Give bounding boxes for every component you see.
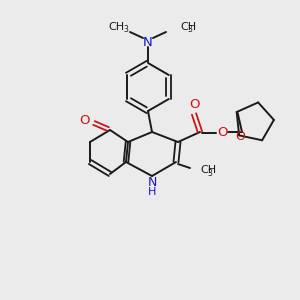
- Text: O: O: [218, 125, 228, 139]
- Text: 3: 3: [188, 26, 192, 34]
- Text: CH: CH: [180, 22, 196, 32]
- Text: N: N: [143, 35, 153, 49]
- Text: O: O: [80, 115, 90, 128]
- Text: N: N: [147, 176, 157, 190]
- Text: H: H: [148, 187, 156, 197]
- Text: O: O: [235, 130, 245, 143]
- Text: CH: CH: [108, 22, 124, 32]
- Text: 3: 3: [208, 169, 212, 178]
- Text: O: O: [190, 98, 200, 112]
- Text: 3: 3: [124, 26, 128, 34]
- Text: CH: CH: [200, 165, 216, 175]
